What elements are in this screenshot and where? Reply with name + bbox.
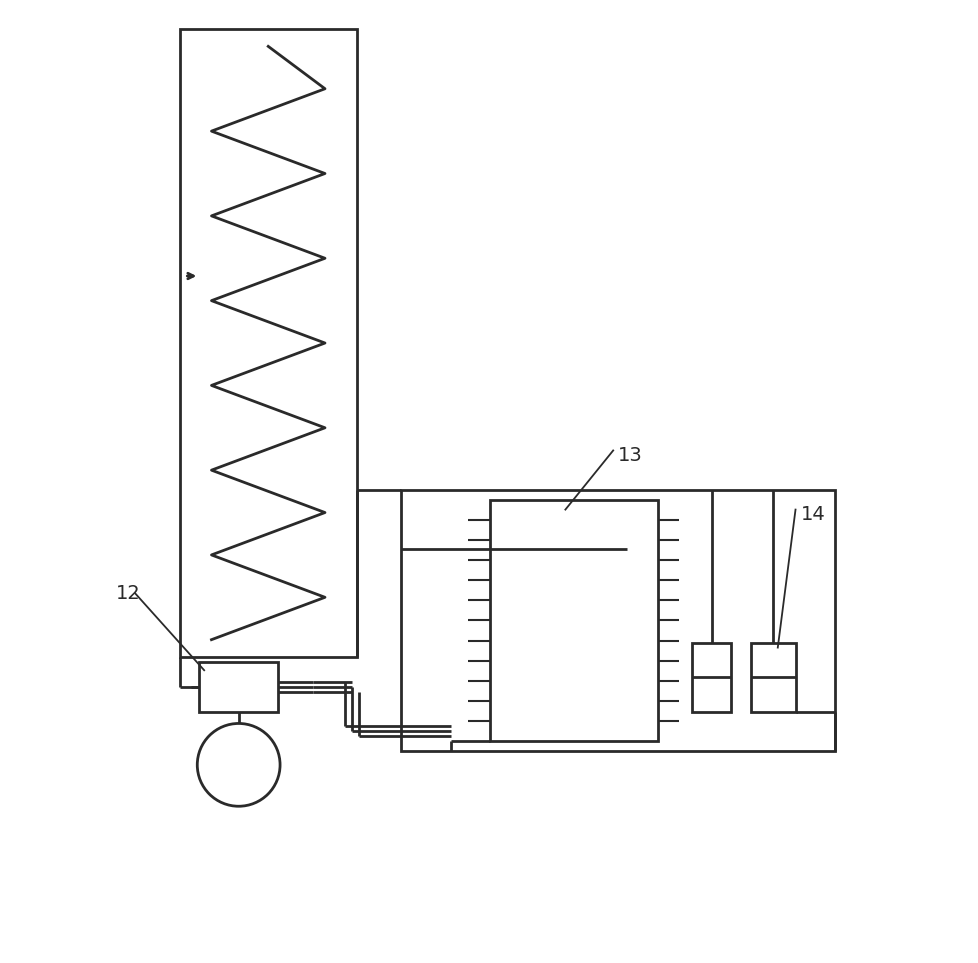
Text: 13: 13 xyxy=(617,446,643,464)
Bar xyxy=(750,642,795,712)
Text: 12: 12 xyxy=(115,584,140,603)
Bar xyxy=(179,29,357,658)
Bar xyxy=(200,663,278,712)
Bar xyxy=(401,490,834,751)
Bar xyxy=(691,642,731,712)
Bar xyxy=(490,500,657,742)
Text: 14: 14 xyxy=(800,505,824,524)
